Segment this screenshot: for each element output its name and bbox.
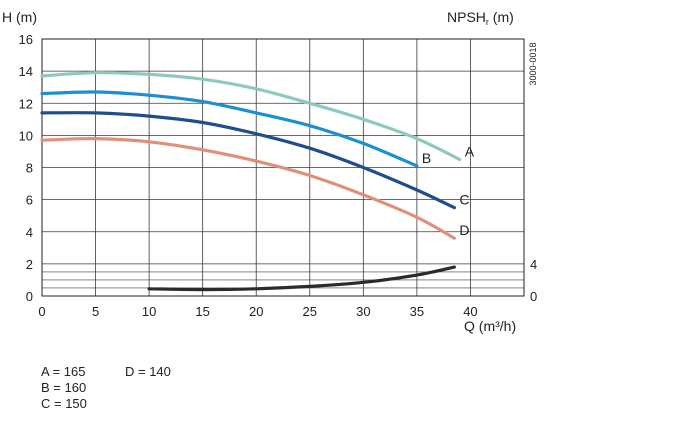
legend-item-d: D = 140 bbox=[125, 364, 171, 379]
legend-item-a: A = 165 bbox=[41, 364, 86, 379]
side-code: 3000-0018 bbox=[528, 42, 538, 85]
curve-label-d: D bbox=[459, 222, 469, 238]
x-tick-label: 10 bbox=[142, 304, 156, 319]
y-axis-title: H (m) bbox=[2, 9, 37, 25]
y2-axis-title: NPSHr (m) bbox=[447, 9, 514, 27]
x-tick-label: 0 bbox=[38, 304, 45, 319]
y-tick-label: 16 bbox=[19, 32, 33, 47]
x-tick-label: 30 bbox=[356, 304, 370, 319]
curves bbox=[40, 71, 462, 292]
x-axis-title: Q (m³/h) bbox=[464, 318, 516, 334]
curve-b bbox=[40, 90, 419, 168]
curve-label-c: C bbox=[459, 192, 469, 208]
y-tick-label: 12 bbox=[19, 96, 33, 111]
x-tick-label: 25 bbox=[303, 304, 317, 319]
y-tick-label: 2 bbox=[26, 257, 33, 272]
curve-a bbox=[40, 71, 462, 162]
x-tick-label: 5 bbox=[92, 304, 99, 319]
y-tick-label: 4 bbox=[26, 225, 33, 240]
plot-frame bbox=[41, 38, 525, 297]
y2-tick-label: 4 bbox=[530, 257, 537, 272]
curve-d bbox=[40, 136, 456, 240]
legend-col-2: D = 140 bbox=[125, 364, 171, 380]
legend-item-c: C = 150 bbox=[41, 396, 87, 411]
x-tick-label: 20 bbox=[249, 304, 263, 319]
x-tick-label: 35 bbox=[410, 304, 424, 319]
legend-item-b: B = 160 bbox=[41, 380, 87, 395]
curve-label-b: B bbox=[422, 150, 431, 166]
legend-col-1: A = 165 B = 160 C = 150 bbox=[41, 364, 87, 412]
grid bbox=[41, 38, 525, 297]
y2-tick-label: 0 bbox=[530, 289, 537, 304]
y-tick-label: 6 bbox=[26, 193, 33, 208]
y-tick-label: 14 bbox=[19, 64, 33, 79]
curve-label-a: A bbox=[465, 143, 475, 159]
npsh-curve bbox=[147, 265, 456, 292]
y-tick-label: 0 bbox=[26, 289, 33, 304]
x-tick-label: 15 bbox=[195, 304, 209, 319]
y-tick-label: 10 bbox=[19, 128, 33, 143]
x-tick-label: 40 bbox=[463, 304, 477, 319]
y-tick-label: 8 bbox=[26, 161, 33, 176]
curve-c bbox=[40, 111, 456, 210]
